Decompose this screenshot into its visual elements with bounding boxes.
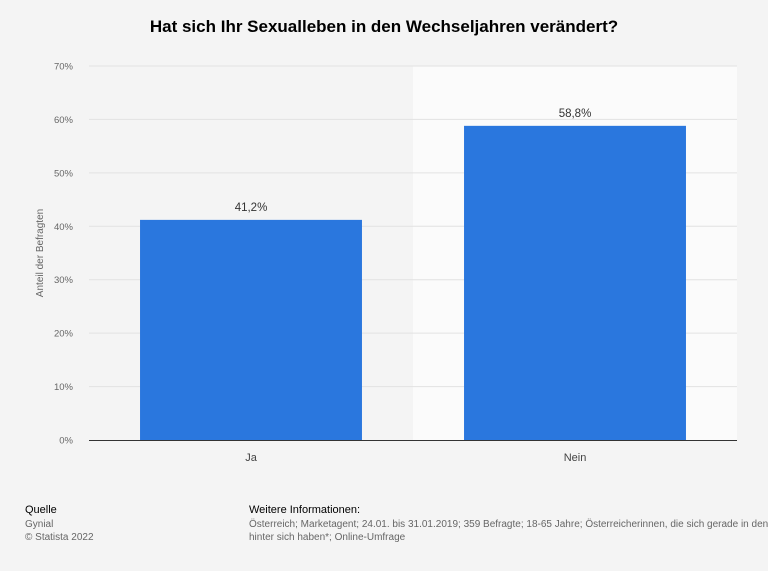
info-block: Weitere Informationen: Österreich; Marke… <box>249 504 768 544</box>
info-line-2: hinter sich haben*; Online-Umfrage <box>249 532 406 543</box>
x-tick-label: Ja <box>245 452 258 464</box>
bar-nein[interactable] <box>464 125 686 440</box>
y-tick-label: 40% <box>54 222 74 233</box>
source-block: Quelle Gynial © Statista 2022 <box>25 504 94 544</box>
y-axis-label: Anteil der Befragten <box>35 209 46 297</box>
bar-chart: 0% 10% 20% 30% 40% 50% 60% 70% 41,2% 58,8% Ja Nei… <box>35 62 737 464</box>
info-heading: Weitere Informationen: <box>249 504 361 516</box>
info-line-1: Österreich; Marketagent; 24.01. bis 31.0… <box>249 519 768 530</box>
source-name: Gynial <box>25 519 54 530</box>
y-tick-label: 10% <box>54 382 74 393</box>
chart-title: Hat sich Ihr Sexualleben in den Wechselj… <box>149 17 619 36</box>
bar-ja[interactable] <box>140 219 362 440</box>
y-tick-label: 20% <box>54 329 74 340</box>
copyright: © Statista 2022 <box>25 532 94 543</box>
y-tick-label: 70% <box>54 62 74 73</box>
y-tick-label: 30% <box>54 275 74 286</box>
y-tick-label: 0% <box>59 436 73 447</box>
source-heading: Quelle <box>25 504 57 516</box>
y-tick-label: 60% <box>54 115 74 126</box>
y-tick-label: 50% <box>54 168 74 179</box>
bar-value-label: 58,8% <box>559 108 592 120</box>
x-tick-label: Nein <box>564 452 587 464</box>
bar-value-label: 41,2% <box>235 202 268 214</box>
